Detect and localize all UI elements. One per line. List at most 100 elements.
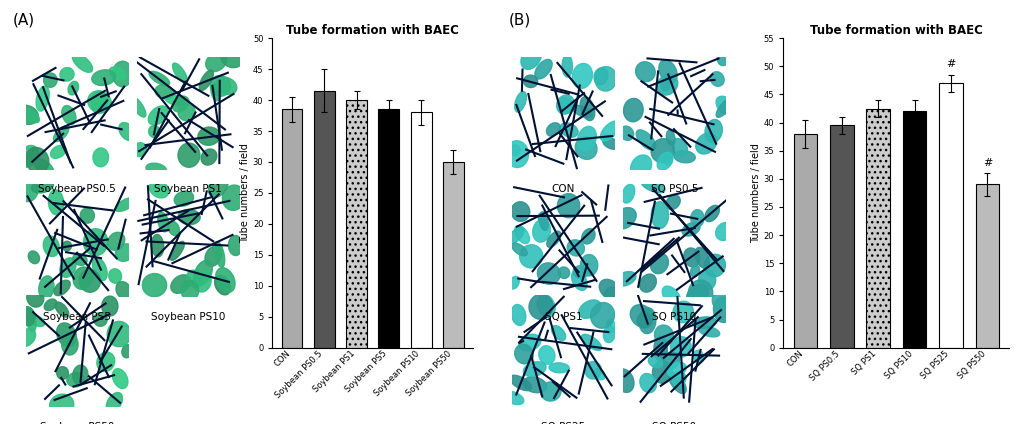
Polygon shape [87,91,111,113]
Polygon shape [93,148,109,167]
Polygon shape [639,374,657,393]
Polygon shape [67,373,84,387]
Polygon shape [538,295,555,318]
Polygon shape [653,361,672,383]
Polygon shape [557,194,580,218]
Polygon shape [509,276,519,289]
Polygon shape [97,352,115,371]
Polygon shape [199,70,214,90]
Polygon shape [622,184,634,203]
Text: Soybean PS10: Soybean PS10 [151,312,225,322]
Bar [282,109,302,348]
Polygon shape [594,68,608,85]
Polygon shape [689,280,712,305]
Polygon shape [17,329,36,346]
Bar [976,184,999,348]
Polygon shape [699,270,715,290]
Polygon shape [641,180,665,192]
Polygon shape [556,95,575,114]
Polygon shape [510,375,531,391]
Bar [940,83,963,348]
Polygon shape [578,126,596,151]
Polygon shape [193,271,211,292]
Polygon shape [718,50,730,66]
Bar [794,134,817,348]
Polygon shape [515,92,526,112]
Polygon shape [148,106,168,125]
Polygon shape [62,334,78,355]
Polygon shape [73,267,93,289]
Polygon shape [206,52,226,72]
Polygon shape [73,254,87,265]
Polygon shape [15,105,38,124]
Polygon shape [655,325,673,346]
Polygon shape [142,273,167,297]
Polygon shape [17,178,38,201]
Polygon shape [168,221,180,236]
Polygon shape [538,212,548,223]
Polygon shape [691,209,704,227]
Polygon shape [57,367,69,379]
Polygon shape [72,53,93,73]
Polygon shape [581,254,597,276]
Polygon shape [73,365,88,385]
Polygon shape [523,75,538,88]
Polygon shape [573,266,588,278]
Polygon shape [593,368,605,380]
Polygon shape [705,205,720,222]
Polygon shape [109,269,121,283]
Polygon shape [53,280,70,296]
Polygon shape [194,260,213,285]
Text: CON: CON [552,184,575,195]
Polygon shape [35,159,53,176]
Polygon shape [535,59,552,79]
Polygon shape [205,246,222,266]
Polygon shape [704,254,726,277]
Polygon shape [151,234,163,257]
Polygon shape [699,326,720,337]
Polygon shape [506,141,528,167]
Polygon shape [115,244,135,261]
Polygon shape [24,109,39,123]
Polygon shape [164,95,188,106]
Polygon shape [630,155,652,178]
Polygon shape [649,356,663,368]
Bar [830,126,853,348]
Polygon shape [710,72,724,86]
Polygon shape [715,223,734,240]
Text: Soybean PS5: Soybean PS5 [43,312,111,322]
Polygon shape [549,363,570,373]
Y-axis label: Tube numbers / field: Tube numbers / field [240,143,250,243]
Polygon shape [171,275,190,293]
Polygon shape [582,335,601,350]
Polygon shape [170,241,184,260]
Polygon shape [652,202,668,229]
Polygon shape [109,67,125,80]
Polygon shape [673,301,694,323]
Polygon shape [68,81,78,95]
Polygon shape [43,73,58,87]
Polygon shape [551,326,565,340]
Polygon shape [712,289,729,310]
Polygon shape [580,97,595,120]
Bar [867,109,890,348]
Polygon shape [630,305,654,327]
Polygon shape [201,149,217,165]
Polygon shape [666,130,675,145]
Text: (B): (B) [509,13,531,28]
Polygon shape [604,287,625,304]
Polygon shape [178,103,195,121]
Y-axis label: Tube numbers / field: Tube numbers / field [750,143,761,243]
Polygon shape [173,63,187,83]
Polygon shape [83,229,108,256]
Polygon shape [91,91,107,114]
Polygon shape [60,67,74,81]
Text: (A): (A) [12,13,35,28]
Polygon shape [539,346,555,364]
Polygon shape [39,276,54,299]
Polygon shape [56,302,69,317]
Polygon shape [595,67,617,91]
Text: #: # [983,158,992,167]
Title: Tube formation with BAEC: Tube formation with BAEC [286,24,460,37]
Polygon shape [661,81,669,91]
